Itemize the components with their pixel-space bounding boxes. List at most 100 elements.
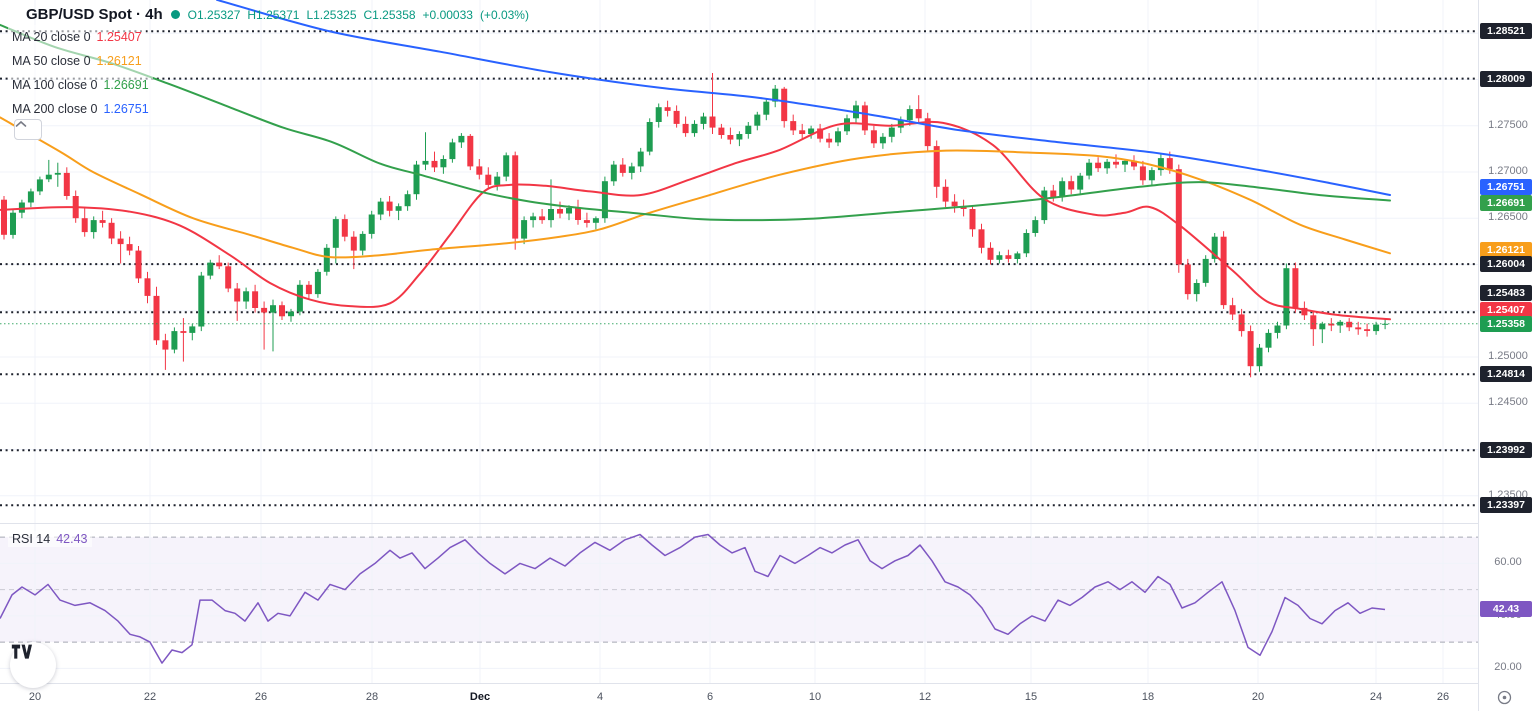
legend-item-ma100[interactable]: MA 100 close 0 1.26691: [8, 73, 153, 97]
price-level-label[interactable]: 1.23397: [1480, 497, 1532, 513]
candle: [162, 333, 169, 370]
ma50-price-label: 1.26121: [1480, 242, 1532, 258]
rsi-value-label: 42.43: [1480, 601, 1532, 617]
candle: [323, 244, 330, 276]
candle: [1157, 154, 1164, 176]
legend-label: MA 20 close 0: [12, 30, 91, 44]
candle: [279, 301, 285, 320]
candle: [969, 205, 976, 237]
candle: [1, 196, 7, 240]
close-value: C1.25358: [363, 7, 416, 22]
legend-value: 1.25407: [96, 30, 142, 44]
candle: [1148, 167, 1155, 185]
rsi-legend[interactable]: RSI 14 42.43: [8, 531, 92, 547]
rsi-pane[interactable]: [0, 524, 1478, 683]
candle: [189, 323, 196, 341]
candle: [1032, 216, 1039, 237]
candle: [772, 85, 779, 108]
candle: [754, 111, 761, 131]
high-value: H1.25371: [247, 7, 300, 22]
candle: [879, 133, 886, 149]
ohlc-values: O1.25327 H1.25371 L1.25325 C1.25358 +0.0…: [188, 8, 529, 22]
candle: [422, 132, 429, 171]
candle: [1184, 258, 1191, 300]
price-level-label[interactable]: 1.23992: [1480, 442, 1532, 458]
candle: [270, 299, 276, 352]
price-level-label[interactable]: 1.25483: [1480, 285, 1532, 301]
candle: [225, 262, 232, 293]
rsi-gridlines: [0, 524, 1478, 683]
legend-collapse-button[interactable]: [14, 119, 42, 140]
candle: [987, 242, 994, 265]
candle: [610, 160, 617, 186]
candle: [386, 196, 393, 217]
candle: [368, 210, 375, 239]
legend-label: MA 100 close 0: [12, 78, 98, 92]
candle: [108, 218, 115, 245]
candle: [36, 176, 43, 196]
candle: [296, 280, 303, 316]
legend-item-ma50[interactable]: MA 50 close 0 1.26121: [8, 49, 146, 73]
candle: [539, 209, 546, 224]
candle: [646, 118, 653, 156]
candle: [736, 131, 743, 147]
time-axis-label: 6: [706, 691, 714, 703]
candle: [1274, 321, 1281, 339]
price-level-label[interactable]: 1.24814: [1480, 366, 1532, 382]
candle: [1310, 310, 1317, 346]
candle: [252, 284, 259, 313]
time-axis[interactable]: 20 22 26 28 Dec 4 6 10 12 15 18 20 24 26: [0, 683, 1536, 712]
price-level-label[interactable]: 1.26004: [1480, 256, 1532, 272]
time-axis-label: 26: [254, 691, 268, 703]
candle: [637, 147, 644, 172]
candle: [1265, 329, 1272, 353]
candle: [1068, 175, 1075, 195]
candle: [216, 255, 223, 270]
candle: [781, 86, 788, 128]
candle: [915, 95, 922, 124]
candle: [54, 162, 61, 187]
horizontal-gridlines: [0, 32, 1478, 497]
candle: [171, 327, 178, 354]
candle: [1364, 323, 1371, 337]
candle: [144, 271, 151, 304]
market-status-icon[interactable]: [170, 10, 180, 19]
candle: [790, 114, 797, 135]
candle: [664, 100, 671, 117]
candle: [1247, 325, 1254, 378]
ma-200-line: [216, 0, 1391, 196]
rsi-line: [0, 533, 1386, 664]
indicator-legend: MA 20 close 0 1.25407 MA 50 close 0 1.26…: [8, 25, 153, 121]
ma-100-line: [0, 23, 1391, 222]
candle: [799, 123, 806, 140]
candle: [691, 120, 698, 137]
candle: [808, 125, 815, 139]
legend-item-ma200[interactable]: MA 200 close 0 1.26751: [8, 97, 153, 121]
candle: [1023, 229, 1030, 258]
candle: [1238, 308, 1245, 337]
price-level-label[interactable]: 1.28009: [1480, 71, 1532, 87]
candle: [440, 155, 447, 174]
candle: [1292, 262, 1299, 313]
price-axis[interactable]: 1.27500 1.27000 1.26500 1.25000 1.24500 1.235…: [1478, 0, 1536, 711]
candle: [81, 207, 88, 237]
candle: [978, 223, 985, 254]
legend-item-ma20[interactable]: MA 20 close 0 1.25407: [8, 25, 146, 49]
price-level-label[interactable]: 1.28521: [1480, 23, 1532, 39]
symbol-title[interactable]: GBP/USD Spot · 4h: [26, 6, 163, 23]
price-tick-label: 1.25000: [1488, 350, 1528, 362]
time-axis-label: 18: [1141, 691, 1155, 703]
candle: [1346, 318, 1353, 332]
candle: [1005, 249, 1012, 263]
tradingview-logo[interactable]: [10, 642, 56, 688]
legend-value: 1.26691: [103, 78, 149, 92]
candlestick-series: [1, 73, 1389, 378]
candle: [332, 216, 339, 264]
pane-separator[interactable]: [0, 523, 1536, 524]
candle: [682, 116, 689, 137]
candle: [485, 167, 492, 189]
price-tick-label: 1.24500: [1488, 396, 1528, 408]
chevron-up-icon: [15, 120, 27, 127]
legend-label: MA 200 close 0: [12, 102, 98, 116]
candle: [745, 122, 752, 139]
